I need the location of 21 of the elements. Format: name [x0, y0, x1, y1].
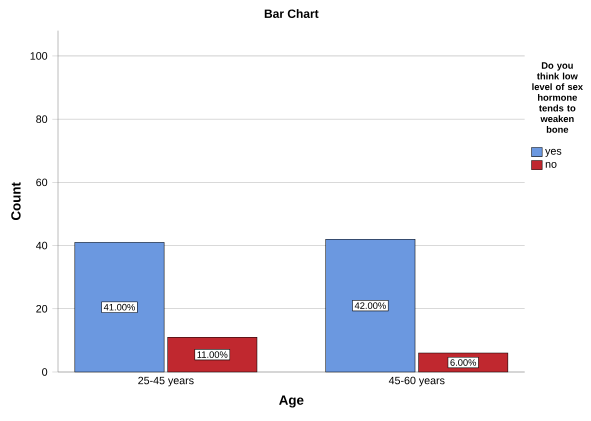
legend-label: yes: [545, 148, 562, 157]
x-tick-label: 25-45 years: [138, 376, 194, 386]
bar: [167, 336, 258, 372]
y-tick-label: 0: [42, 368, 48, 376]
bar: [325, 238, 416, 372]
y-tick-label: 40: [36, 242, 48, 250]
chart-title: Bar Chart: [264, 9, 319, 18]
data-label: 41.00%: [104, 304, 135, 311]
y-tick-label: 80: [36, 115, 48, 123]
data-label: 11.00%: [198, 351, 228, 358]
y-axis-title: Count: [11, 182, 21, 220]
y-tick-label: 100: [30, 52, 48, 60]
y-tick-label: 20: [36, 305, 48, 313]
legend-label: no: [546, 162, 557, 168]
legend-title: Do you think low level of sex hormone tends to weaken bone: [532, 62, 583, 133]
data-label: 6.00%: [450, 359, 476, 366]
x-axis-title: Age: [279, 396, 304, 408]
x-tick-label: 45-60 years: [388, 376, 445, 386]
bar: [74, 242, 164, 372]
data-label: 42.00%: [354, 302, 386, 309]
y-tick-label: 60: [36, 178, 48, 186]
